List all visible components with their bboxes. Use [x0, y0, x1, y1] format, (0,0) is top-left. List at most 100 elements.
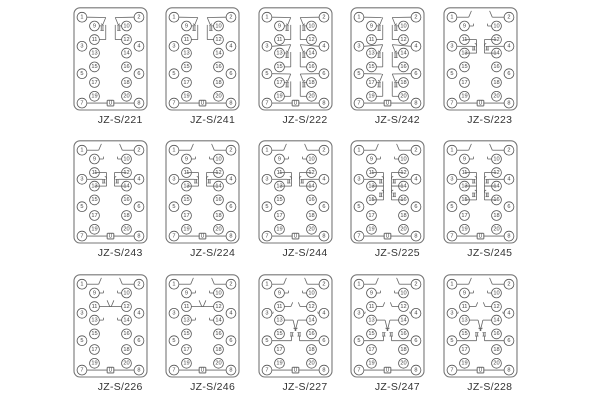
svg-text:11: 11 [276, 304, 282, 310]
svg-text:10: 10 [216, 23, 222, 29]
svg-text:19: 19 [461, 94, 467, 100]
svg-text:17: 17 [184, 213, 190, 219]
svg-text:9: 9 [185, 23, 188, 29]
svg-text:13: 13 [276, 50, 282, 56]
svg-text:16: 16 [493, 64, 499, 70]
svg-text:20: 20 [493, 360, 499, 366]
svg-text:8: 8 [507, 234, 510, 240]
svg-text:17: 17 [184, 346, 190, 352]
svg-text:3: 3 [173, 310, 176, 316]
svg-text:8: 8 [230, 367, 233, 373]
svg-text:9: 9 [370, 290, 373, 296]
svg-text:20: 20 [216, 227, 222, 233]
svg-text:4: 4 [230, 310, 233, 316]
svg-text:8: 8 [322, 100, 325, 106]
svg-text:8: 8 [507, 367, 510, 373]
svg-text:10: 10 [401, 290, 407, 296]
svg-text:18: 18 [401, 213, 407, 219]
svg-text:11: 11 [184, 304, 190, 310]
svg-text:13: 13 [276, 317, 282, 323]
svg-text:17: 17 [461, 346, 467, 352]
svg-text:8: 8 [137, 367, 140, 373]
svg-text:5: 5 [450, 204, 453, 210]
svg-text:13: 13 [184, 317, 190, 323]
svg-text:18: 18 [308, 213, 314, 219]
svg-text:10: 10 [401, 157, 407, 163]
svg-text:U: U [386, 100, 390, 106]
svg-text:18: 18 [493, 80, 499, 86]
svg-text:3: 3 [80, 44, 83, 50]
svg-text:5: 5 [265, 204, 268, 210]
svg-text:2: 2 [415, 148, 418, 154]
svg-text:7: 7 [450, 367, 453, 373]
svg-text:6: 6 [507, 71, 510, 77]
svg-text:3: 3 [265, 44, 268, 50]
svg-text:2: 2 [230, 15, 233, 21]
svg-text:18: 18 [123, 80, 129, 86]
svg-text:20: 20 [123, 360, 129, 366]
svg-text:6: 6 [137, 204, 140, 210]
svg-text:5: 5 [173, 71, 176, 77]
svg-text:9: 9 [93, 290, 96, 296]
svg-text:20: 20 [123, 227, 129, 233]
svg-text:13: 13 [369, 50, 375, 56]
svg-text:2: 2 [415, 15, 418, 21]
svg-text:8: 8 [137, 234, 140, 240]
svg-text:4: 4 [322, 177, 325, 183]
svg-text:14: 14 [308, 50, 314, 56]
svg-text:19: 19 [369, 227, 375, 233]
svg-text:U: U [109, 367, 113, 373]
svg-text:9: 9 [370, 23, 373, 29]
svg-text:15: 15 [91, 198, 97, 204]
svg-text:20: 20 [308, 227, 314, 233]
svg-text:12: 12 [401, 304, 407, 310]
svg-text:1: 1 [358, 281, 361, 287]
svg-text:17: 17 [276, 346, 282, 352]
svg-text:19: 19 [369, 94, 375, 100]
svg-text:15: 15 [461, 331, 467, 337]
svg-text:U: U [478, 234, 482, 240]
svg-text:1: 1 [80, 148, 83, 154]
svg-text:U: U [386, 234, 390, 240]
svg-text:15: 15 [276, 331, 282, 337]
svg-text:10: 10 [401, 23, 407, 29]
svg-text:9: 9 [93, 23, 96, 29]
svg-text:10: 10 [123, 23, 129, 29]
svg-text:11: 11 [369, 304, 375, 310]
svg-text:2: 2 [230, 281, 233, 287]
svg-text:1: 1 [265, 148, 268, 154]
svg-text:1: 1 [450, 148, 453, 154]
svg-text:16: 16 [308, 198, 314, 204]
svg-text:U: U [478, 367, 482, 373]
svg-text:11: 11 [184, 37, 190, 43]
svg-text:12: 12 [216, 304, 222, 310]
svg-text:2: 2 [137, 281, 140, 287]
svg-text:6: 6 [507, 338, 510, 344]
svg-text:15: 15 [91, 64, 97, 70]
svg-text:19: 19 [369, 360, 375, 366]
svg-text:12: 12 [216, 37, 222, 43]
svg-text:10: 10 [123, 290, 129, 296]
svg-text:5: 5 [358, 204, 361, 210]
svg-text:6: 6 [322, 338, 325, 344]
svg-text:17: 17 [369, 80, 375, 86]
svg-text:3: 3 [450, 177, 453, 183]
svg-text:1: 1 [265, 15, 268, 21]
svg-text:17: 17 [91, 346, 97, 352]
svg-text:3: 3 [173, 44, 176, 50]
svg-text:3: 3 [173, 177, 176, 183]
svg-text:14: 14 [493, 317, 499, 323]
svg-text:5: 5 [450, 71, 453, 77]
svg-text:1: 1 [450, 15, 453, 21]
svg-text:U: U [109, 234, 113, 240]
svg-text:1: 1 [80, 281, 83, 287]
svg-text:16: 16 [401, 331, 407, 337]
svg-text:8: 8 [230, 100, 233, 106]
svg-text:6: 6 [322, 204, 325, 210]
svg-text:15: 15 [276, 198, 282, 204]
svg-text:16: 16 [123, 64, 129, 70]
svg-text:4: 4 [415, 177, 418, 183]
svg-text:12: 12 [493, 304, 499, 310]
svg-text:13: 13 [91, 317, 97, 323]
svg-text:18: 18 [308, 346, 314, 352]
